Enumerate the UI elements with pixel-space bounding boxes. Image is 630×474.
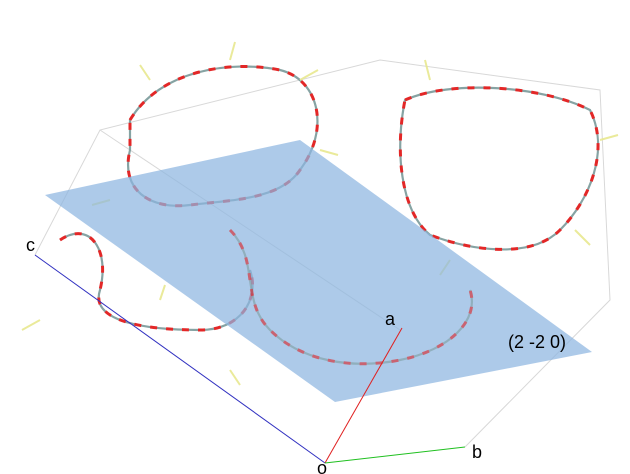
- lattice-plane: [45, 140, 592, 402]
- bond: [139, 64, 151, 81]
- bond: [319, 149, 339, 156]
- c-label: c: [26, 235, 35, 255]
- chain-backbone: [229, 229, 473, 365]
- a-axis: [324, 327, 403, 464]
- a-label: a: [385, 309, 396, 329]
- cell-edges: [34, 59, 611, 448]
- bond: [229, 369, 241, 386]
- b-axis: [324, 446, 466, 464]
- bond: [299, 69, 319, 81]
- front-molecules: [228, 228, 474, 366]
- bond: [21, 319, 41, 331]
- bond: [159, 284, 166, 301]
- b-label: b: [472, 442, 482, 462]
- bond: [574, 229, 591, 246]
- bond: [424, 59, 431, 81]
- bond: [229, 41, 236, 61]
- origin-label: o: [317, 458, 327, 474]
- c-axis: [34, 254, 326, 464]
- plane-label: (2 -2 0): [508, 332, 566, 352]
- bond: [599, 134, 619, 141]
- ring-oxygen: [398, 86, 600, 251]
- ring-backbone: [399, 86, 600, 251]
- axes: [34, 254, 466, 464]
